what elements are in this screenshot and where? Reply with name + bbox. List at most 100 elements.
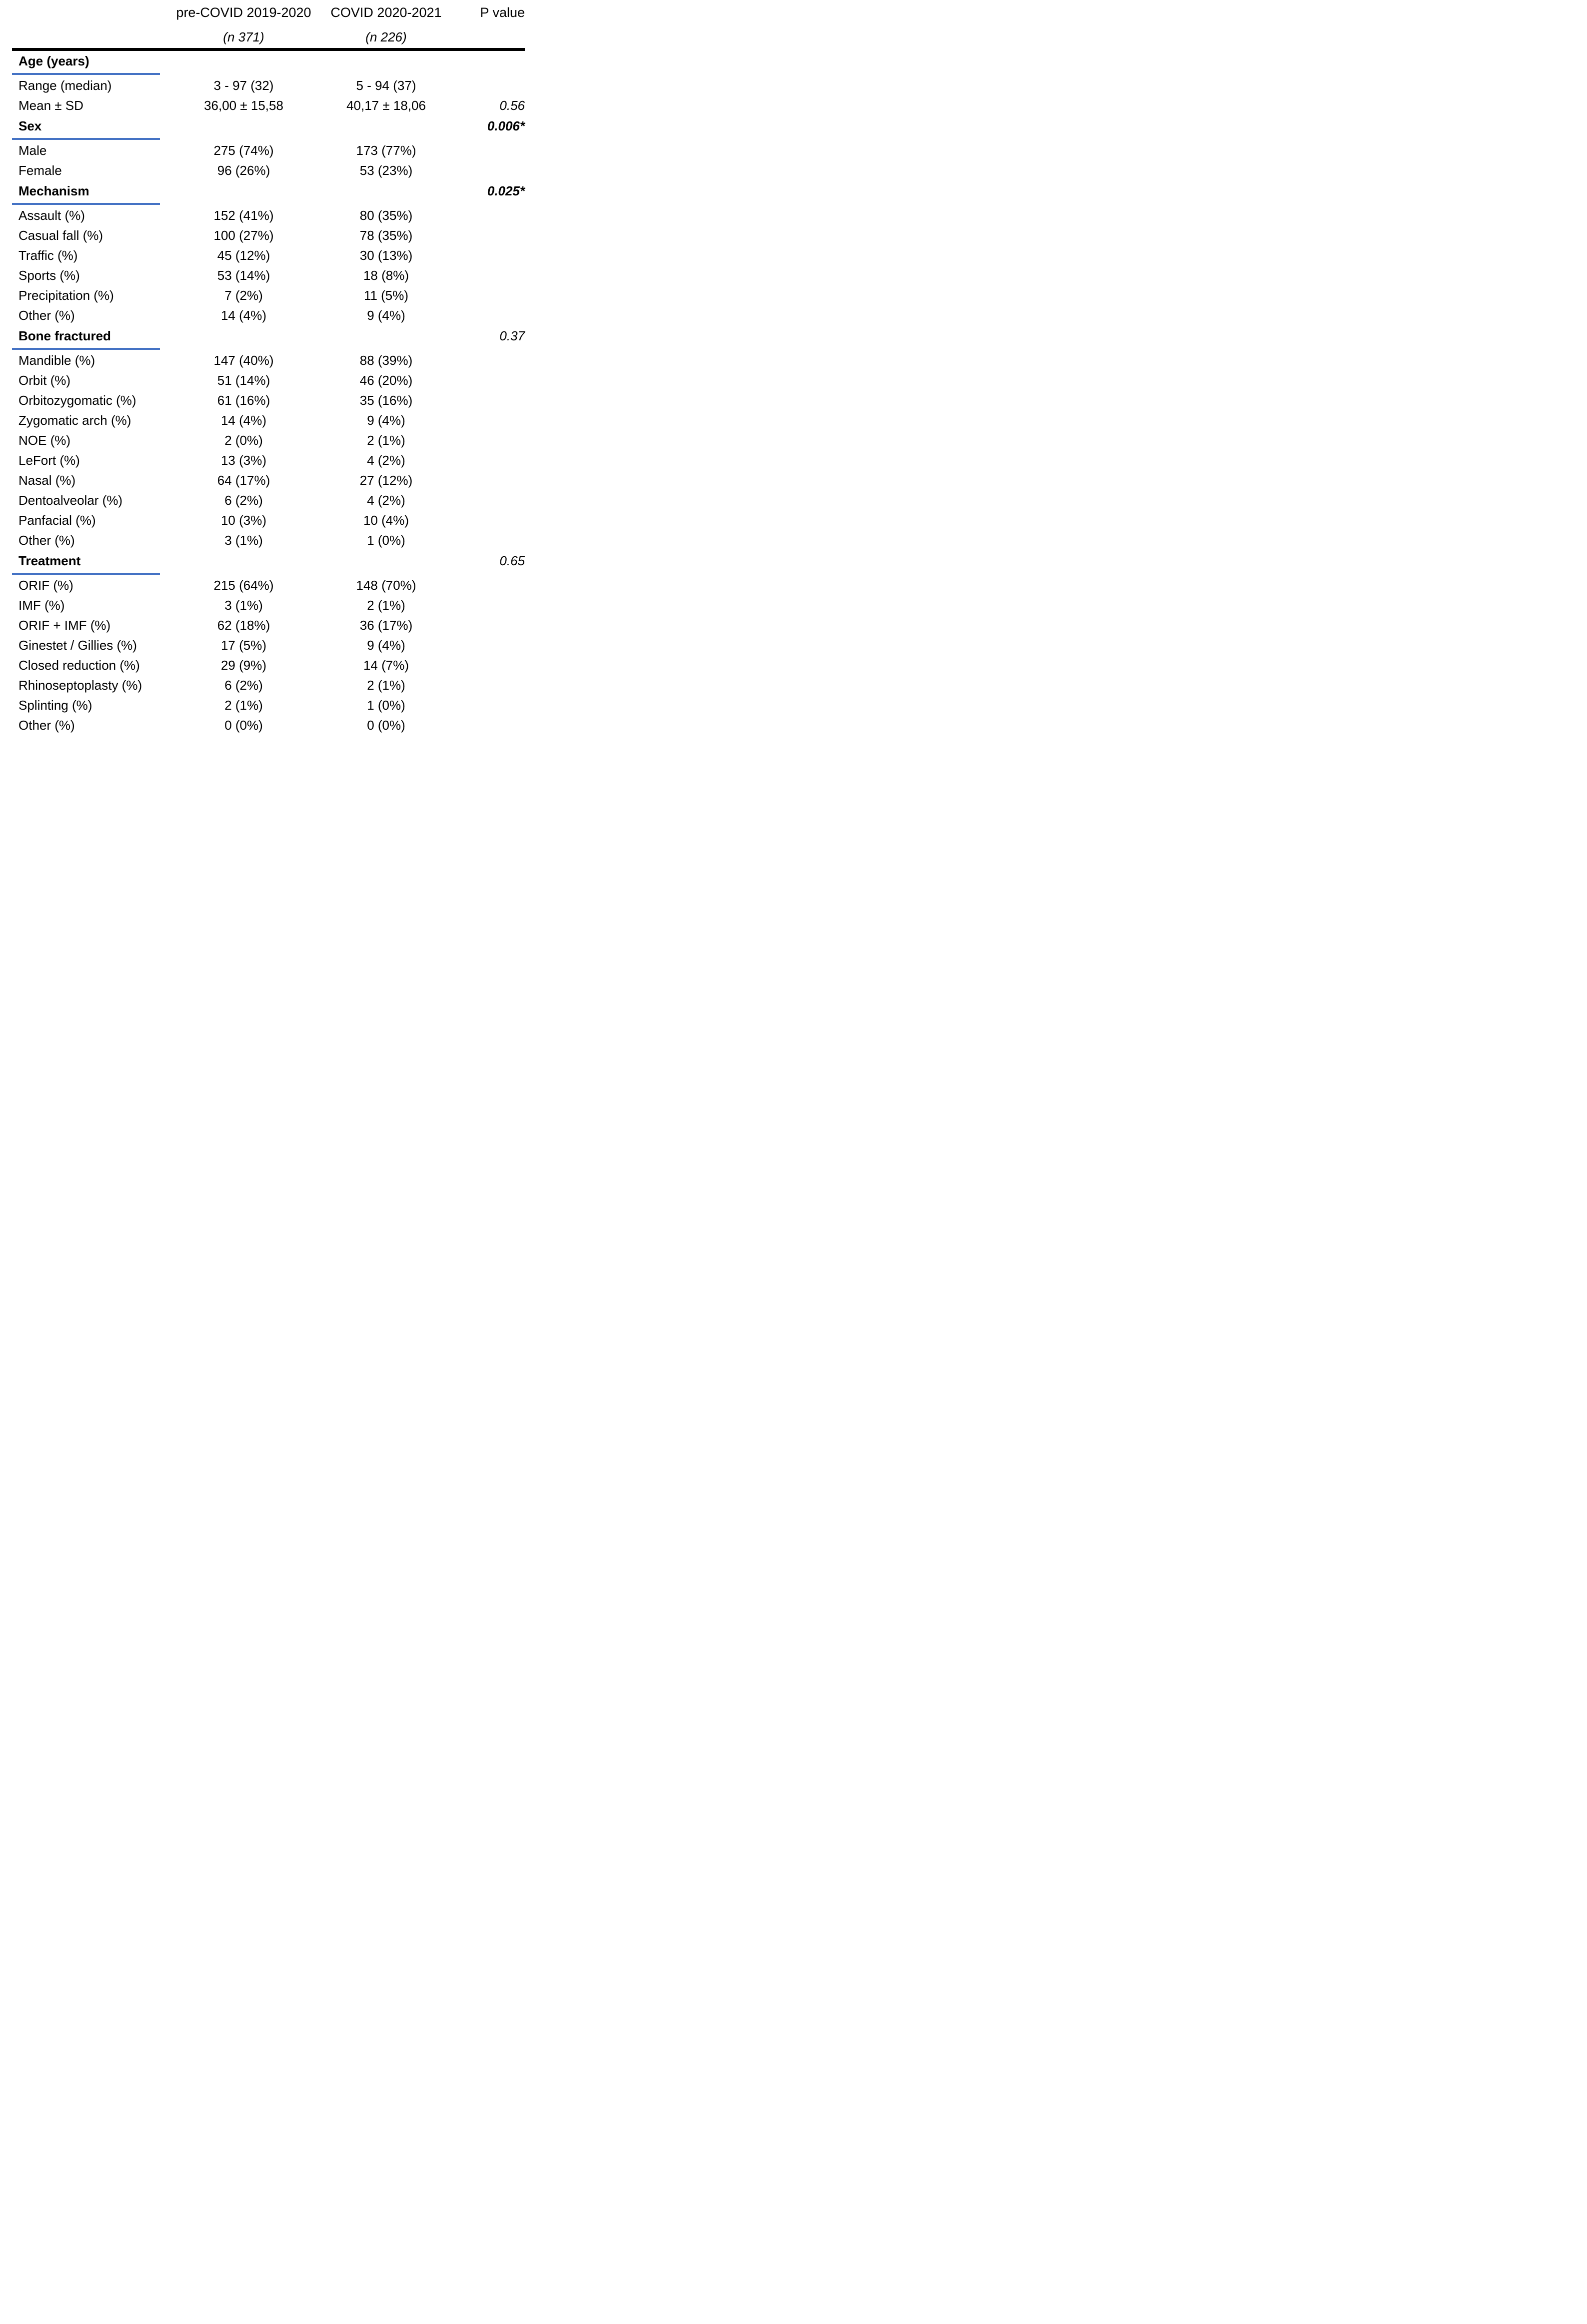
covid-value: 30 (13%)	[359, 248, 413, 263]
pre-covid-value: 62 (18%)	[217, 618, 270, 633]
covid-value	[322, 51, 450, 54]
table-row: Other (%) 3 (1%) 1 (0%)	[0, 531, 529, 551]
table-row: Precipitation (%) 7 (2%) 11 (5%)	[0, 286, 529, 306]
pre-covid-value: 152 (41%)	[213, 208, 274, 223]
row-label: ORIF + IMF (%)	[18, 618, 111, 633]
covid-value: 0 (0%)	[367, 718, 405, 733]
table-row: NOE (%) 2 (0%) 2 (1%)	[0, 431, 529, 451]
covid-value: 9 (4%)	[367, 308, 405, 323]
covid-value: 148 (70%)	[356, 578, 416, 593]
table-row: Dentoalveolar (%) 6 (2%) 4 (2%)	[0, 491, 529, 511]
covid-value: 1 (0%)	[367, 698, 405, 713]
row-label: Sports (%)	[18, 268, 80, 283]
covid-value: 11 (5%)	[363, 288, 409, 303]
covid-value: 9 (4%)	[367, 413, 405, 428]
pre-covid-value: 0 (0%)	[224, 718, 263, 733]
row-label: Panfacial (%)	[18, 513, 96, 528]
pre-covid-value	[165, 551, 322, 554]
table-header-row: pre-COVID 2019-2020 COVID 2020-2021 P va…	[0, 0, 529, 26]
section-underline	[12, 573, 160, 575]
covid-value: 36 (17%)	[359, 618, 413, 633]
row-label: NOE (%)	[18, 433, 70, 448]
row-label: Other (%)	[18, 718, 75, 733]
covid-value	[322, 326, 450, 329]
table-row: Traffic (%) 45 (12%) 30 (13%)	[0, 246, 529, 266]
section-label: Sex	[18, 118, 42, 133]
p-value: 0.006*	[487, 118, 525, 133]
column-header-p-value: P value	[480, 5, 525, 20]
p-value: 0.37	[499, 328, 525, 343]
section-row: Bone fractured 0.37	[0, 326, 529, 351]
table-row: ORIF (%) 215 (64%) 148 (70%)	[0, 576, 529, 596]
header-rule	[12, 48, 525, 51]
pre-covid-value: 61 (16%)	[217, 393, 270, 408]
pre-covid-value: 10 (3%)	[220, 513, 267, 528]
row-label: Ginestet / Gillies (%)	[18, 638, 137, 653]
covid-value: 4 (2%)	[367, 453, 405, 468]
covid-value: 10 (4%)	[363, 513, 409, 528]
covid-value: 1 (0%)	[367, 533, 405, 548]
table-row: Mean ± SD 36,00 ± 15,58 40,17 ± 18,06 0.56	[0, 96, 529, 116]
comparison-table-page: pre-COVID 2019-2020 COVID 2020-2021 P va…	[0, 0, 529, 775]
pre-covid-value: 3 - 97 (32)	[213, 78, 274, 93]
pre-covid-value: 29 (9%)	[220, 658, 267, 673]
table-row: LeFort (%) 13 (3%) 4 (2%)	[0, 451, 529, 471]
pre-covid-value: 2 (0%)	[224, 433, 263, 448]
section-label: Age (years)	[18, 53, 89, 68]
covid-value: 173 (77%)	[356, 143, 416, 158]
covid-value	[322, 116, 450, 119]
p-value: 0.025*	[487, 183, 525, 198]
section-underline	[12, 138, 160, 140]
covid-value: 35 (16%)	[359, 393, 413, 408]
covid-value	[322, 551, 450, 554]
covid-value: 5 - 94 (37)	[356, 78, 416, 93]
section-label: Mechanism	[18, 183, 89, 198]
covid-value: 14 (7%)	[363, 658, 409, 673]
p-value	[450, 51, 529, 54]
table-subheader-row: (n 371) (n 226)	[0, 26, 529, 48]
row-label: Mandible (%)	[18, 353, 95, 368]
covid-value: 46 (20%)	[359, 373, 413, 388]
covid-value: 2 (1%)	[367, 598, 405, 613]
row-label: Zygomatic arch (%)	[18, 413, 131, 428]
row-label: Traffic (%)	[18, 248, 78, 263]
table-row: Range (median) 3 - 97 (32) 5 - 94 (37)	[0, 76, 529, 96]
pre-covid-value: 14 (4%)	[220, 308, 267, 323]
pre-covid-value: 45 (12%)	[217, 248, 270, 263]
covid-value: 18 (8%)	[363, 268, 409, 283]
row-label: Casual fall (%)	[18, 228, 103, 243]
row-label: Closed reduction (%)	[18, 658, 140, 673]
pre-covid-value: 100 (27%)	[213, 228, 274, 243]
section-underline	[12, 73, 160, 75]
pre-covid-value	[165, 51, 322, 54]
table-row: ORIF + IMF (%) 62 (18%) 36 (17%)	[0, 616, 529, 636]
pre-covid-value: 147 (40%)	[213, 353, 274, 368]
table-row: Sports (%) 53 (14%) 18 (8%)	[0, 266, 529, 286]
row-label: LeFort (%)	[18, 453, 80, 468]
table-row: Orbit (%) 51 (14%) 46 (20%)	[0, 371, 529, 391]
covid-value: 4 (2%)	[367, 493, 405, 508]
section-label: Bone fractured	[18, 328, 111, 343]
table-row: Orbitozygomatic (%) 61 (16%) 35 (16%)	[0, 391, 529, 411]
table-row: Zygomatic arch (%) 14 (4%) 9 (4%)	[0, 411, 529, 431]
pre-covid-value: 215 (64%)	[213, 578, 274, 593]
row-label: Precipitation (%)	[18, 288, 114, 303]
pre-covid-value: 3 (1%)	[224, 598, 263, 613]
row-label: Splinting (%)	[18, 698, 92, 713]
section-row: Sex 0.006*	[0, 116, 529, 141]
table-row: Splinting (%) 2 (1%) 1 (0%)	[0, 696, 529, 716]
pre-covid-value: 2 (1%)	[224, 698, 263, 713]
row-label: Orbit (%)	[18, 373, 70, 388]
row-label: Nasal (%)	[18, 473, 76, 488]
covid-value: 9 (4%)	[367, 638, 405, 653]
table-row: Male 275 (74%) 173 (77%)	[0, 141, 529, 161]
pre-covid-value: 64 (17%)	[217, 473, 270, 488]
pre-covid-value: 17 (5%)	[220, 638, 267, 653]
row-label: IMF (%)	[18, 598, 65, 613]
row-label: Dentoalveolar (%)	[18, 493, 123, 508]
section-row: Age (years)	[0, 51, 529, 76]
pre-covid-value: 14 (4%)	[220, 413, 267, 428]
p-value: 0.56	[499, 98, 525, 113]
row-label: Female	[18, 163, 62, 178]
table-row: Nasal (%) 64 (17%) 27 (12%)	[0, 471, 529, 491]
